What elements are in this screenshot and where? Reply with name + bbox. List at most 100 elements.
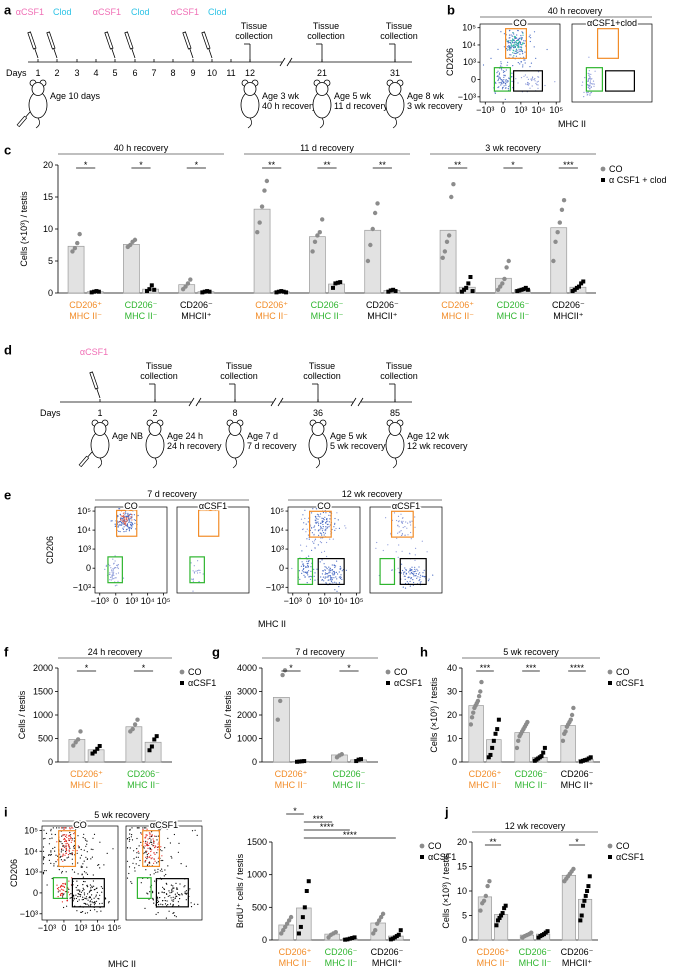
flow-event — [124, 516, 126, 519]
y-tick-label: 500 — [38, 734, 53, 744]
collection-label: collection — [303, 371, 341, 381]
flow-event — [325, 519, 328, 521]
data-point — [475, 698, 481, 704]
flow-event — [137, 514, 139, 517]
flow-event — [191, 830, 194, 832]
data-point — [517, 288, 522, 293]
significance-label: *** — [526, 663, 537, 673]
flow-event — [113, 571, 115, 573]
flow-event — [516, 52, 518, 54]
flow-event — [157, 868, 159, 870]
flow-event — [153, 873, 155, 875]
flow-event — [65, 843, 67, 845]
flow-event — [334, 529, 336, 532]
flow-event — [114, 560, 116, 562]
data-point — [515, 289, 520, 294]
y-tick-label: −10³ — [266, 582, 284, 592]
data-point — [446, 233, 452, 238]
collection-label: Tissue — [309, 361, 335, 371]
day-label: 9 — [190, 68, 195, 78]
flow-event — [136, 852, 138, 854]
legend-marker — [385, 669, 391, 675]
x-tick-label: MHC II⁻ — [519, 958, 552, 968]
x-tick-label: CD206⁻ — [127, 769, 160, 779]
flow-event — [151, 841, 153, 844]
flow-event — [131, 827, 133, 829]
axis-break — [195, 397, 202, 407]
flow-event — [152, 898, 154, 900]
flow-event — [533, 31, 536, 33]
x-tick-label: MHCII⁺ — [553, 311, 583, 321]
flow-event — [583, 91, 585, 93]
flow-event — [62, 854, 64, 856]
flow-event — [174, 897, 176, 899]
flow-event — [303, 574, 305, 576]
flow-event — [89, 890, 91, 892]
data-point — [494, 923, 499, 928]
flow-event — [90, 903, 92, 906]
flow-event — [45, 832, 48, 835]
x-tick-label: 10⁵ — [350, 596, 364, 606]
flow-event — [98, 864, 100, 866]
data-point — [255, 230, 260, 235]
flow-event — [505, 81, 507, 83]
flow-event — [60, 888, 63, 890]
flow-event — [57, 891, 59, 893]
flow-event — [133, 519, 135, 521]
flow-event — [60, 892, 63, 895]
flow-event — [85, 856, 87, 858]
legend-marker — [608, 855, 612, 859]
flow-event — [144, 861, 146, 863]
day-label: 2 — [54, 68, 59, 78]
flow-event — [415, 570, 417, 572]
flow-event — [167, 837, 169, 839]
flow-event — [326, 573, 328, 575]
flow-event — [154, 853, 156, 856]
flow-event — [135, 863, 137, 865]
flow-event — [516, 48, 518, 50]
data-point — [132, 237, 138, 243]
flow-event — [85, 896, 88, 898]
flow-event — [42, 863, 45, 865]
flow-event — [302, 514, 304, 516]
flow-event — [506, 81, 508, 83]
flow-event — [171, 891, 173, 894]
flow-event — [162, 900, 164, 902]
flow-event — [54, 850, 56, 852]
flow-event — [528, 83, 531, 85]
day-label: 3 — [74, 68, 79, 78]
flow-event — [147, 838, 149, 840]
flow-event — [170, 897, 172, 899]
flow-event — [111, 520, 113, 522]
flow-event — [522, 43, 524, 45]
flow-event — [506, 40, 508, 42]
flow-event — [73, 837, 75, 839]
syringe-needle — [96, 388, 101, 399]
data-point — [553, 239, 558, 244]
flow-event — [145, 856, 147, 858]
flow-event — [332, 582, 334, 584]
data-point — [154, 734, 159, 739]
y-tick-label: 15 — [457, 862, 467, 872]
flow-event — [413, 571, 416, 573]
flow-event — [326, 526, 329, 528]
flow-event — [419, 576, 421, 578]
bar — [439, 229, 457, 294]
flow-event — [587, 79, 589, 81]
flow-event — [99, 867, 101, 869]
axis-break — [270, 397, 277, 407]
flow-event — [114, 577, 116, 579]
flow-event — [405, 573, 407, 575]
flow-event — [77, 835, 79, 837]
bar — [125, 726, 143, 763]
flow-event — [519, 46, 521, 48]
flow-event — [404, 575, 406, 577]
data-point — [583, 893, 588, 898]
flow-event — [80, 866, 82, 869]
x-tick-label: MHC II⁻ — [515, 780, 548, 790]
flow-event — [400, 534, 403, 537]
plot-label: αCSF1 — [150, 820, 178, 830]
x-tick-label: CD206⁻ — [325, 947, 358, 957]
flow-event — [513, 50, 515, 52]
flow-event — [63, 834, 65, 836]
